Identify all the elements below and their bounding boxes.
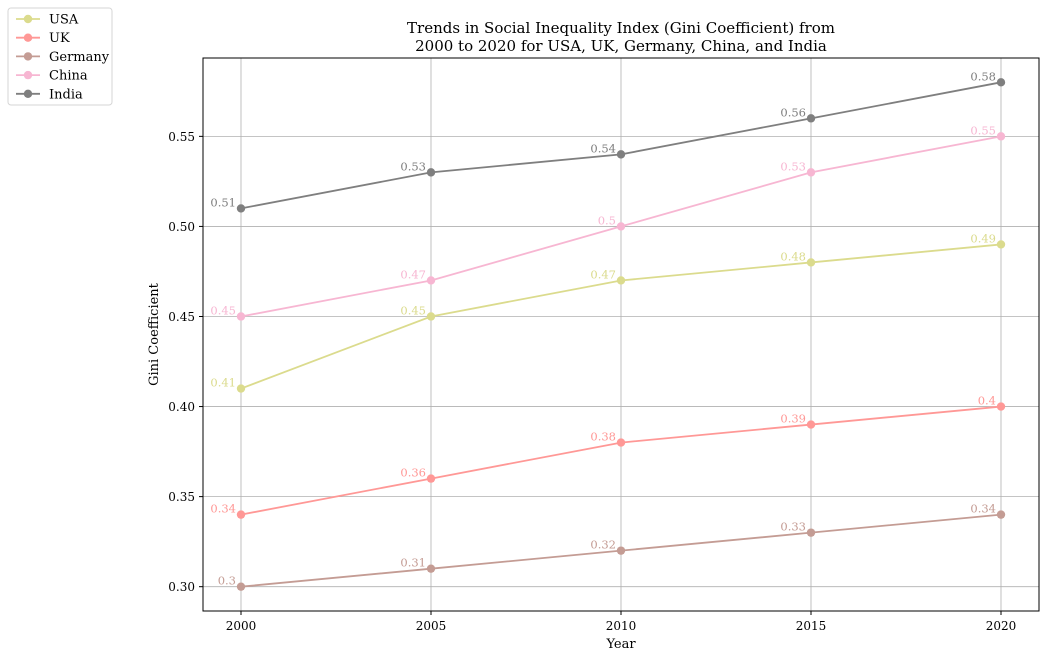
series-lines: 0.410.450.470.480.490.340.360.380.390.40… [210, 69, 1006, 591]
data-label: 0.34 [210, 502, 236, 516]
y-tick-label: 0.30 [168, 580, 195, 594]
data-label: 0.54 [590, 141, 616, 155]
legend-box [7, 7, 113, 106]
data-label: 0.45 [400, 303, 426, 317]
data-label: 0.56 [780, 105, 806, 119]
series-germany: 0.3 0.31 0.32 0.33 0.34 [218, 502, 1006, 591]
data-point [616, 438, 626, 447]
data-point [236, 204, 246, 213]
data-label: 0.34 [970, 502, 996, 516]
data-point [426, 564, 436, 573]
data-point [996, 132, 1006, 141]
legend-swatch-marker [23, 89, 33, 99]
x-tick-label: 2000 [226, 619, 257, 633]
data-label: 0.32 [590, 538, 616, 552]
data-point [426, 276, 436, 285]
x-axis-label: Year [605, 637, 636, 652]
data-label: 0.33 [780, 520, 806, 534]
data-point [616, 546, 626, 555]
data-point [996, 510, 1006, 519]
data-label: 0.55 [970, 123, 996, 137]
y-axis-label: Gini Coefficient [147, 282, 162, 386]
data-label: 0.53 [400, 159, 426, 173]
series-india: 0.51 0.53 0.54 0.56 0.58 [210, 69, 1006, 213]
legend-label: UK [49, 31, 70, 46]
data-point [806, 420, 816, 429]
x-tick-label: 2015 [796, 619, 827, 633]
data-point [426, 168, 436, 177]
axes: 2000 2005 2010 2015 20200.300.350.400.450.50… [168, 130, 1016, 633]
legend-label: India [49, 87, 83, 102]
data-point [996, 402, 1006, 411]
data-label: 0.4 [978, 394, 996, 408]
data-point [996, 78, 1006, 87]
data-label: 0.58 [970, 69, 996, 83]
data-point [236, 582, 246, 591]
data-label: 0.36 [400, 466, 426, 480]
legend-label: Germany [49, 50, 110, 65]
x-tick-label: 2005 [416, 619, 447, 633]
data-point [616, 222, 626, 231]
data-label: 0.48 [780, 249, 806, 263]
data-point [806, 114, 816, 123]
data-point [616, 150, 626, 159]
data-label: 0.49 [970, 231, 996, 245]
x-tick-label: 2020 [986, 619, 1017, 633]
data-label: 0.3 [218, 574, 236, 588]
y-tick-label: 0.40 [168, 400, 195, 414]
data-label: 0.47 [590, 267, 616, 281]
data-point [806, 258, 816, 267]
grid [203, 58, 1039, 611]
legend: USA UK Germany China India [7, 7, 113, 106]
data-point [236, 384, 246, 393]
data-label: 0.41 [210, 376, 236, 390]
data-label: 0.39 [780, 412, 806, 426]
data-point [806, 528, 816, 537]
series-uk: 0.34 0.36 0.38 0.39 0.4 [210, 394, 1006, 519]
data-label: 0.47 [400, 267, 426, 281]
y-tick-label: 0.50 [168, 220, 195, 234]
data-point [236, 510, 246, 519]
data-point [996, 240, 1006, 249]
chart-title-line-1: Trends in Social Inequality Index (Gini … [407, 19, 835, 37]
series-china: 0.45 0.47 0.5 0.53 0.55 [210, 123, 1006, 321]
y-tick-label: 0.35 [168, 490, 195, 504]
series-usa: 0.41 0.45 0.47 0.48 0.49 [210, 231, 1006, 393]
y-tick-label: 0.55 [168, 130, 195, 144]
data-point [426, 312, 436, 321]
chart-title-line-2: 2000 to 2020 for USA, UK, Germany, China… [415, 37, 827, 55]
data-point [236, 312, 246, 321]
legend-label: USA [49, 13, 79, 28]
data-label: 0.51 [210, 195, 236, 209]
legend-label: China [49, 69, 88, 84]
data-point [616, 276, 626, 285]
legend-swatch-marker [23, 14, 33, 24]
data-label: 0.53 [780, 159, 806, 173]
data-label: 0.45 [210, 303, 236, 317]
data-label: 0.38 [590, 430, 616, 444]
x-tick-label: 2010 [606, 619, 637, 633]
data-label: 0.5 [598, 213, 616, 227]
data-point [426, 474, 436, 483]
legend-swatch-marker [23, 33, 33, 42]
y-tick-label: 0.45 [168, 310, 195, 324]
data-label: 0.31 [400, 556, 426, 570]
legend-swatch-marker [23, 52, 33, 61]
legend-swatch-marker [23, 70, 33, 80]
data-point [806, 168, 816, 177]
